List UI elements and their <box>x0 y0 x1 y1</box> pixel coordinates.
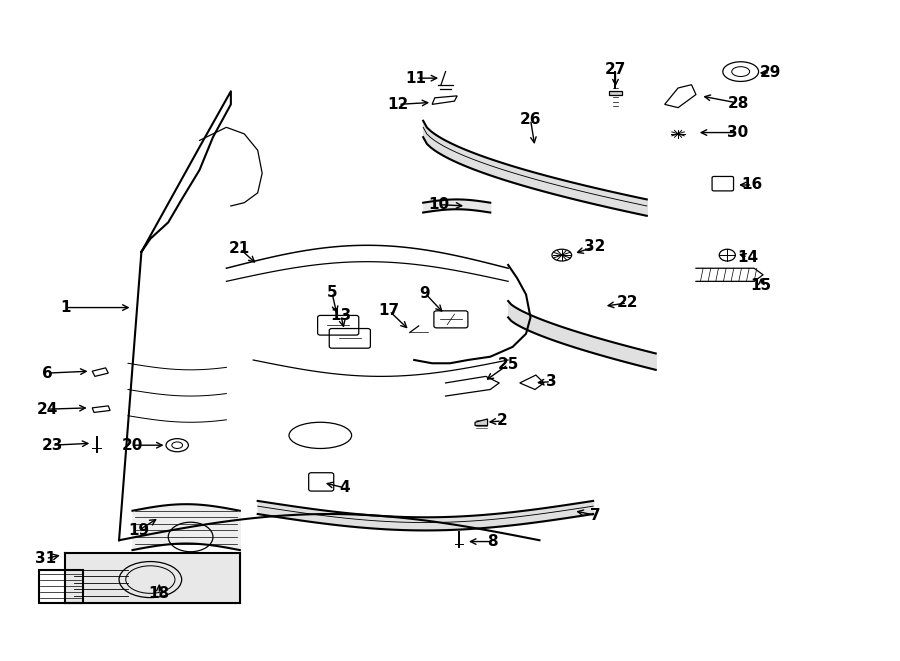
Text: 6: 6 <box>42 366 53 381</box>
Text: 14: 14 <box>737 250 759 264</box>
Text: 26: 26 <box>520 112 541 127</box>
Text: 10: 10 <box>428 197 450 212</box>
Text: 11: 11 <box>406 71 427 86</box>
Text: 21: 21 <box>230 241 250 256</box>
Text: 24: 24 <box>37 402 58 416</box>
Text: 13: 13 <box>330 308 351 323</box>
Text: 22: 22 <box>616 295 638 311</box>
Text: 27: 27 <box>605 62 626 77</box>
Text: 3: 3 <box>545 374 556 389</box>
Text: 30: 30 <box>727 125 749 140</box>
Text: 12: 12 <box>388 97 409 112</box>
Text: 7: 7 <box>590 508 601 523</box>
Polygon shape <box>609 91 622 95</box>
Text: 18: 18 <box>148 586 170 602</box>
Text: 20: 20 <box>122 438 143 453</box>
Text: 5: 5 <box>327 285 338 300</box>
Text: 9: 9 <box>419 286 430 301</box>
Text: 19: 19 <box>128 523 149 538</box>
Text: 8: 8 <box>488 534 499 549</box>
Text: 1: 1 <box>60 300 70 315</box>
Text: 2: 2 <box>497 413 508 428</box>
Text: 16: 16 <box>742 178 763 192</box>
Text: 15: 15 <box>751 278 772 293</box>
Text: 17: 17 <box>379 303 400 319</box>
Text: 29: 29 <box>760 65 781 81</box>
Text: 31: 31 <box>35 551 57 566</box>
Text: 25: 25 <box>498 357 518 372</box>
Text: 23: 23 <box>41 438 63 453</box>
Text: 28: 28 <box>727 96 749 110</box>
Text: 32: 32 <box>584 239 606 254</box>
Text: 4: 4 <box>339 481 350 495</box>
Polygon shape <box>475 419 488 426</box>
